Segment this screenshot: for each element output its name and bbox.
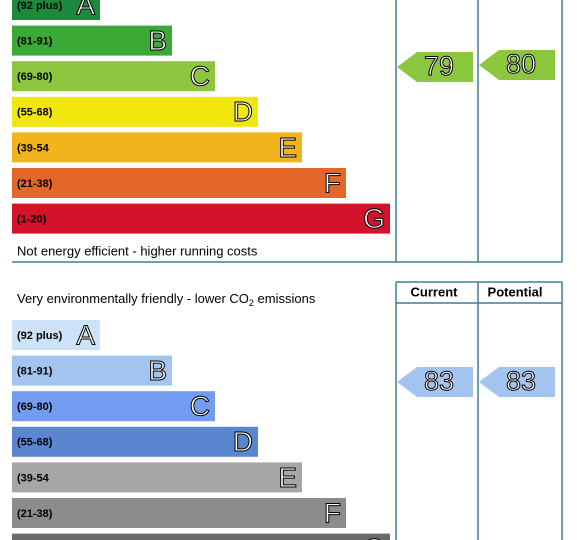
band-letter: E — [278, 462, 297, 493]
band-range: (39-54 — [17, 472, 50, 484]
rating-arrow — [479, 367, 555, 397]
band-range: (55-68) — [17, 437, 53, 449]
band-range: (92 plus) — [17, 330, 63, 342]
rating-value: 80 — [506, 49, 536, 79]
band — [12, 132, 302, 163]
rating-value: 83 — [506, 366, 536, 396]
band-range: (69-80) — [17, 401, 53, 413]
env-title: Very environmentally friendly - lower CO… — [17, 291, 316, 308]
band-letter: F — [324, 167, 341, 198]
rating-value: 79 — [424, 51, 454, 81]
footer: Not energy efficient - higher running co… — [17, 243, 258, 258]
band — [12, 533, 390, 540]
band — [12, 61, 215, 92]
band-range: (39-54 — [17, 142, 50, 154]
title-part: emissions — [254, 291, 316, 306]
column-header: Current — [411, 284, 459, 299]
band-letter: A — [76, 319, 95, 350]
band — [12, 96, 258, 127]
title-part: Very environmentally friendly - lower CO — [17, 291, 249, 306]
band-letter: A — [76, 0, 95, 20]
band-range: (1-20) — [17, 214, 47, 226]
band-range: (92 plus) — [17, 0, 63, 12]
band-letter: C — [190, 61, 210, 92]
band — [12, 498, 346, 528]
band — [12, 25, 172, 56]
rating-value: 83 — [424, 366, 454, 396]
rating-arrow — [397, 367, 473, 397]
band — [12, 355, 172, 386]
band — [12, 0, 100, 20]
band-letter: B — [148, 355, 167, 386]
band-letter: D — [233, 96, 253, 127]
band-range: (55-68) — [17, 107, 53, 119]
band-letter: G — [363, 203, 385, 234]
band-letter: D — [233, 426, 253, 457]
band — [12, 320, 100, 350]
band — [12, 168, 346, 198]
band-range: (69-80) — [17, 71, 53, 83]
band — [12, 391, 215, 422]
rating-arrow — [479, 50, 555, 80]
band — [12, 203, 390, 234]
band-range: (81-91) — [17, 366, 53, 378]
band-letter: E — [278, 132, 297, 163]
band-range: (81-91) — [17, 36, 53, 48]
title-sub: 2 — [249, 298, 254, 308]
band — [12, 426, 258, 457]
band-letter: F — [324, 497, 341, 528]
band-letter: B — [148, 25, 167, 56]
band-letter: C — [190, 391, 210, 422]
band-range: (21-38) — [17, 178, 53, 190]
column-header: Potential — [488, 284, 543, 299]
band — [12, 462, 302, 493]
band-letter: G — [363, 533, 385, 540]
rating-arrow — [397, 52, 473, 82]
band-range: (21-38) — [17, 508, 53, 520]
